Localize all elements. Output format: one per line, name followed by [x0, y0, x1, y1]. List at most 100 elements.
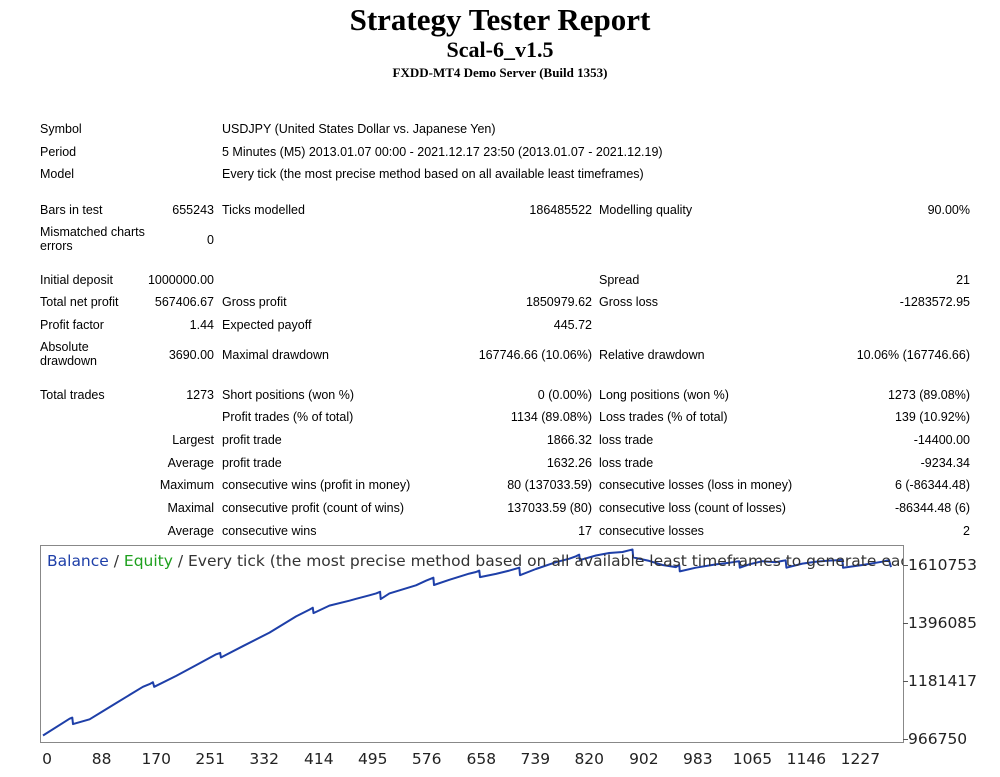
y-tick-label: 1181417: [908, 671, 978, 690]
expert-name: Scal-6_v1.5: [446, 37, 554, 62]
maximal-drawdown-label: Maximal drawdown: [222, 348, 329, 362]
x-tick-label: 495: [357, 750, 388, 768]
ticks-label: Ticks modelled: [222, 203, 305, 217]
max-consecutive-wins-value: 80 (137033.59): [507, 478, 592, 492]
x-tick-label: 1146: [786, 750, 827, 768]
average-consecutive-wins-value: 17: [578, 524, 592, 538]
y-tick-mark: [903, 739, 908, 741]
gross-loss-value: -1283572.95: [899, 295, 970, 309]
largest-label: Largest: [172, 433, 214, 447]
initial-deposit-value: 1000000.00: [147, 273, 214, 287]
spread-value: 21: [956, 273, 970, 287]
profit-trades-label: Profit trades (% of total): [222, 410, 354, 424]
balance-plot: [42, 548, 892, 737]
modelling-quality-value: 90.00%: [927, 203, 970, 217]
relative-drawdown-value: 10.06% (167746.66): [856, 348, 970, 362]
maximal-drawdown-value: 167746.66 (10.06%): [478, 348, 592, 362]
y-tick-label: 1610753: [908, 555, 978, 574]
long-positions-value: 1273 (89.08%): [887, 388, 970, 402]
x-tick-label: 576: [411, 750, 442, 768]
average-consecutive-label: Average: [167, 524, 214, 538]
average-consecutive-wins-label: consecutive wins: [222, 524, 317, 538]
model-value: Every tick (the most precise method base…: [222, 167, 644, 181]
relative-drawdown-label: Relative drawdown: [599, 348, 705, 362]
legend-separator: /: [108, 552, 124, 570]
symbol-label: Symbol: [40, 122, 82, 136]
x-tick-label: 902: [629, 750, 659, 768]
profit-factor-label: Profit factor: [40, 318, 104, 332]
initial-deposit-label: Initial deposit: [40, 273, 113, 287]
total-trades-label: Total trades: [40, 388, 105, 402]
average-loss-label: loss trade: [599, 456, 654, 470]
y-tick-label: 966750: [908, 730, 968, 749]
x-tick-label: 820: [574, 750, 605, 768]
total-trades-value: 1273: [186, 388, 214, 402]
x-tick-label: 739: [520, 750, 551, 768]
average-profit-value: 1632.26: [546, 456, 592, 470]
x-tick-label: 658: [466, 750, 497, 768]
ticks-value: 186485522: [529, 203, 592, 217]
legend-equity: Equity: [123, 552, 173, 570]
x-tick-label: 1227: [840, 750, 881, 768]
maximal-label: Maximal: [167, 501, 214, 515]
short-positions-value: 0 (0.00%): [537, 388, 592, 402]
maximum-label: Maximum: [159, 478, 214, 492]
bars-value: 655243: [172, 203, 214, 217]
average-loss-value: -9234.34: [920, 456, 970, 470]
short-positions-label: Short positions (won %): [222, 388, 355, 402]
x-tick-label: 88: [91, 750, 112, 768]
legend-balance: Balance: [47, 552, 109, 570]
average-consecutive-losses-value: 2: [963, 524, 970, 538]
largest-loss-value: -14400.00: [913, 433, 970, 447]
report-title: Strategy Tester Report: [349, 2, 651, 37]
x-tick-label: 983: [683, 750, 713, 768]
expected-payoff-value: 445.72: [553, 318, 592, 332]
long-positions-label: Long positions (won %): [599, 388, 729, 402]
maximal-consecutive-loss-value: -86344.48 (6): [894, 501, 970, 515]
chart-caption: Balance / Equity / Every tick (the most …: [47, 550, 903, 572]
mismatched-value: 0: [207, 233, 214, 247]
loss-trades-label: Loss trades (% of total): [599, 410, 728, 424]
profit-trades-value: 1134 (89.08%): [510, 410, 592, 424]
largest-loss-label: loss trade: [599, 433, 654, 447]
x-tick-label: 332: [249, 750, 279, 768]
gross-profit-label: Gross profit: [222, 295, 287, 309]
profit-factor-value: 1.44: [189, 318, 214, 332]
model-label: Model: [40, 167, 75, 181]
average-consecutive-losses-label: consecutive losses: [599, 524, 704, 538]
x-tick-label: 1065: [732, 750, 773, 768]
modelling-quality-label: Modelling quality: [599, 203, 693, 217]
x-tick-label: 0: [42, 750, 52, 768]
y-tick-mark: [903, 622, 908, 624]
loss-trades-value: 139 (10.92%): [894, 410, 970, 424]
max-consecutive-losses-value: 6 (-86344.48): [894, 478, 970, 492]
y-tick-mark: [903, 680, 908, 682]
absolute-drawdown-value: 3690.00: [168, 348, 214, 362]
x-tick-label: 251: [195, 750, 225, 768]
maximal-consecutive-loss-label: consecutive loss (count of losses): [599, 501, 786, 515]
balance-line: [42, 548, 892, 737]
bars-label: Bars in test: [40, 203, 103, 217]
spread-label: Spread: [599, 273, 640, 287]
gross-profit-value: 1850979.62: [525, 295, 592, 309]
net-profit-label: Total net profit: [40, 295, 119, 309]
legend-description: / Every tick (the most precise method ba…: [177, 552, 903, 570]
server-name: FXDD-MT4 Demo Server (Build 1353): [392, 65, 608, 80]
expected-payoff-label: Expected payoff: [222, 318, 312, 332]
y-tick-mark: [903, 564, 908, 566]
absolute-drawdown-label: Absolute drawdown: [40, 340, 97, 368]
balance-chart: Balance / Equity / Every tick (the most …: [40, 545, 904, 743]
period-label: Period: [40, 145, 77, 159]
y-tick-label: 1396085: [908, 613, 978, 632]
net-profit-value: 567406.67: [154, 295, 214, 309]
x-tick-label: 414: [303, 750, 334, 768]
mismatched-label: Mismatched charts errors: [40, 225, 145, 253]
average-profit-label: profit trade: [222, 456, 282, 470]
average-label: Average: [167, 456, 214, 470]
gross-loss-label: Gross loss: [599, 295, 659, 309]
largest-profit-value: 1866.32: [546, 433, 592, 447]
maximal-consecutive-profit-value: 137033.59 (80): [507, 501, 592, 515]
max-consecutive-wins-label: consecutive wins (profit in money): [222, 478, 411, 492]
max-consecutive-losses-label: consecutive losses (loss in money): [599, 478, 793, 492]
largest-profit-label: profit trade: [222, 433, 282, 447]
